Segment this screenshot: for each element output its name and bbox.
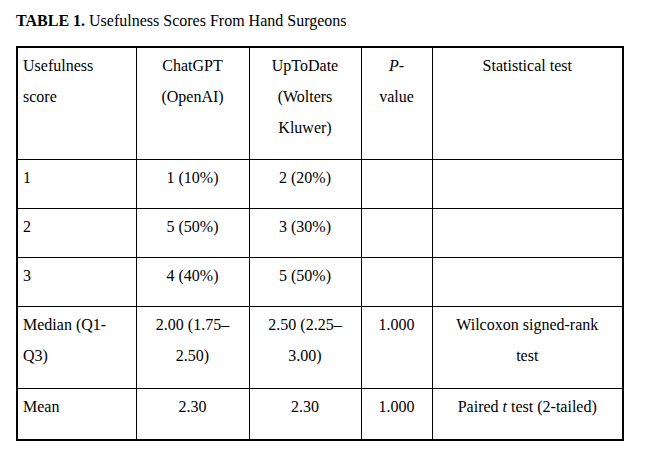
table-row-score-3: 3 4 (40%) 5 (50%)	[17, 257, 623, 306]
table-title-label: TABLE 1.	[16, 12, 85, 29]
cell-median-pvalue: 1.000	[361, 306, 432, 388]
header-statistical-test: Statistical test	[432, 47, 623, 159]
table-title: TABLE 1. Usefulness Scores From Hand Sur…	[16, 10, 347, 32]
cell-median-uptodate: 2.50 (2.25– 3.00)	[249, 306, 361, 388]
header-usefulness-score: Usefulness score	[17, 47, 136, 159]
cell-score-1-pvalue	[361, 159, 432, 208]
cell-score-2-pvalue	[361, 208, 432, 257]
cell-score-2-test	[432, 208, 623, 257]
cell-mean-uptodate: 2.30	[249, 388, 361, 440]
cell-score-3-pvalue	[361, 257, 432, 306]
cell-mean-label: Mean	[17, 388, 136, 440]
cell-score-3-chatgpt: 4 (40%)	[136, 257, 249, 306]
cell-median-label: Median (Q1- Q3)	[17, 306, 136, 388]
cell-score-3-test	[432, 257, 623, 306]
header-uptodate: UpToDate (Wolters Kluwer)	[249, 47, 361, 159]
table-row-mean: Mean 2.30 2.30 1.000 Paired t test (2-ta…	[17, 388, 623, 440]
cell-score-2-chatgpt: 5 (50%)	[136, 208, 249, 257]
cell-score-1-chatgpt: 1 (10%)	[136, 159, 249, 208]
header-chatgpt: ChatGPT (OpenAI)	[136, 47, 249, 159]
cell-score-2-label: 2	[17, 208, 136, 257]
cell-median-chatgpt: 2.00 (1.75– 2.50)	[136, 306, 249, 388]
cell-score-3-uptodate: 5 (50%)	[249, 257, 361, 306]
table-row-score-2: 2 5 (50%) 3 (30%)	[17, 208, 623, 257]
table-header-row: Usefulness score ChatGPT (OpenAI) UpToDa…	[17, 47, 623, 159]
usefulness-scores-table: Usefulness score ChatGPT (OpenAI) UpToDa…	[16, 46, 624, 441]
table-row-score-1: 1 1 (10%) 2 (20%)	[17, 159, 623, 208]
cell-score-2-uptodate: 3 (30%)	[249, 208, 361, 257]
cell-mean-test-italic: t	[503, 398, 507, 415]
table-title-text: Usefulness Scores From Hand Surgeons	[89, 12, 346, 29]
header-p-value-italic: P	[389, 57, 399, 74]
cell-score-1-uptodate: 2 (20%)	[249, 159, 361, 208]
cell-mean-test-pre: Paired	[458, 398, 499, 415]
cell-score-1-test	[432, 159, 623, 208]
cell-mean-chatgpt: 2.30	[136, 388, 249, 440]
cell-mean-pvalue: 1.000	[361, 388, 432, 440]
cell-score-3-label: 3	[17, 257, 136, 306]
header-p-value: P- value	[361, 47, 432, 159]
table-row-median: Median (Q1- Q3) 2.00 (1.75– 2.50) 2.50 (…	[17, 306, 623, 388]
cell-score-1-label: 1	[17, 159, 136, 208]
cell-mean-test-post: test (2-tailed)	[511, 398, 597, 415]
cell-mean-test: Paired t test (2-tailed)	[432, 388, 623, 440]
cell-median-test: Wilcoxon signed-rank test	[432, 306, 623, 388]
